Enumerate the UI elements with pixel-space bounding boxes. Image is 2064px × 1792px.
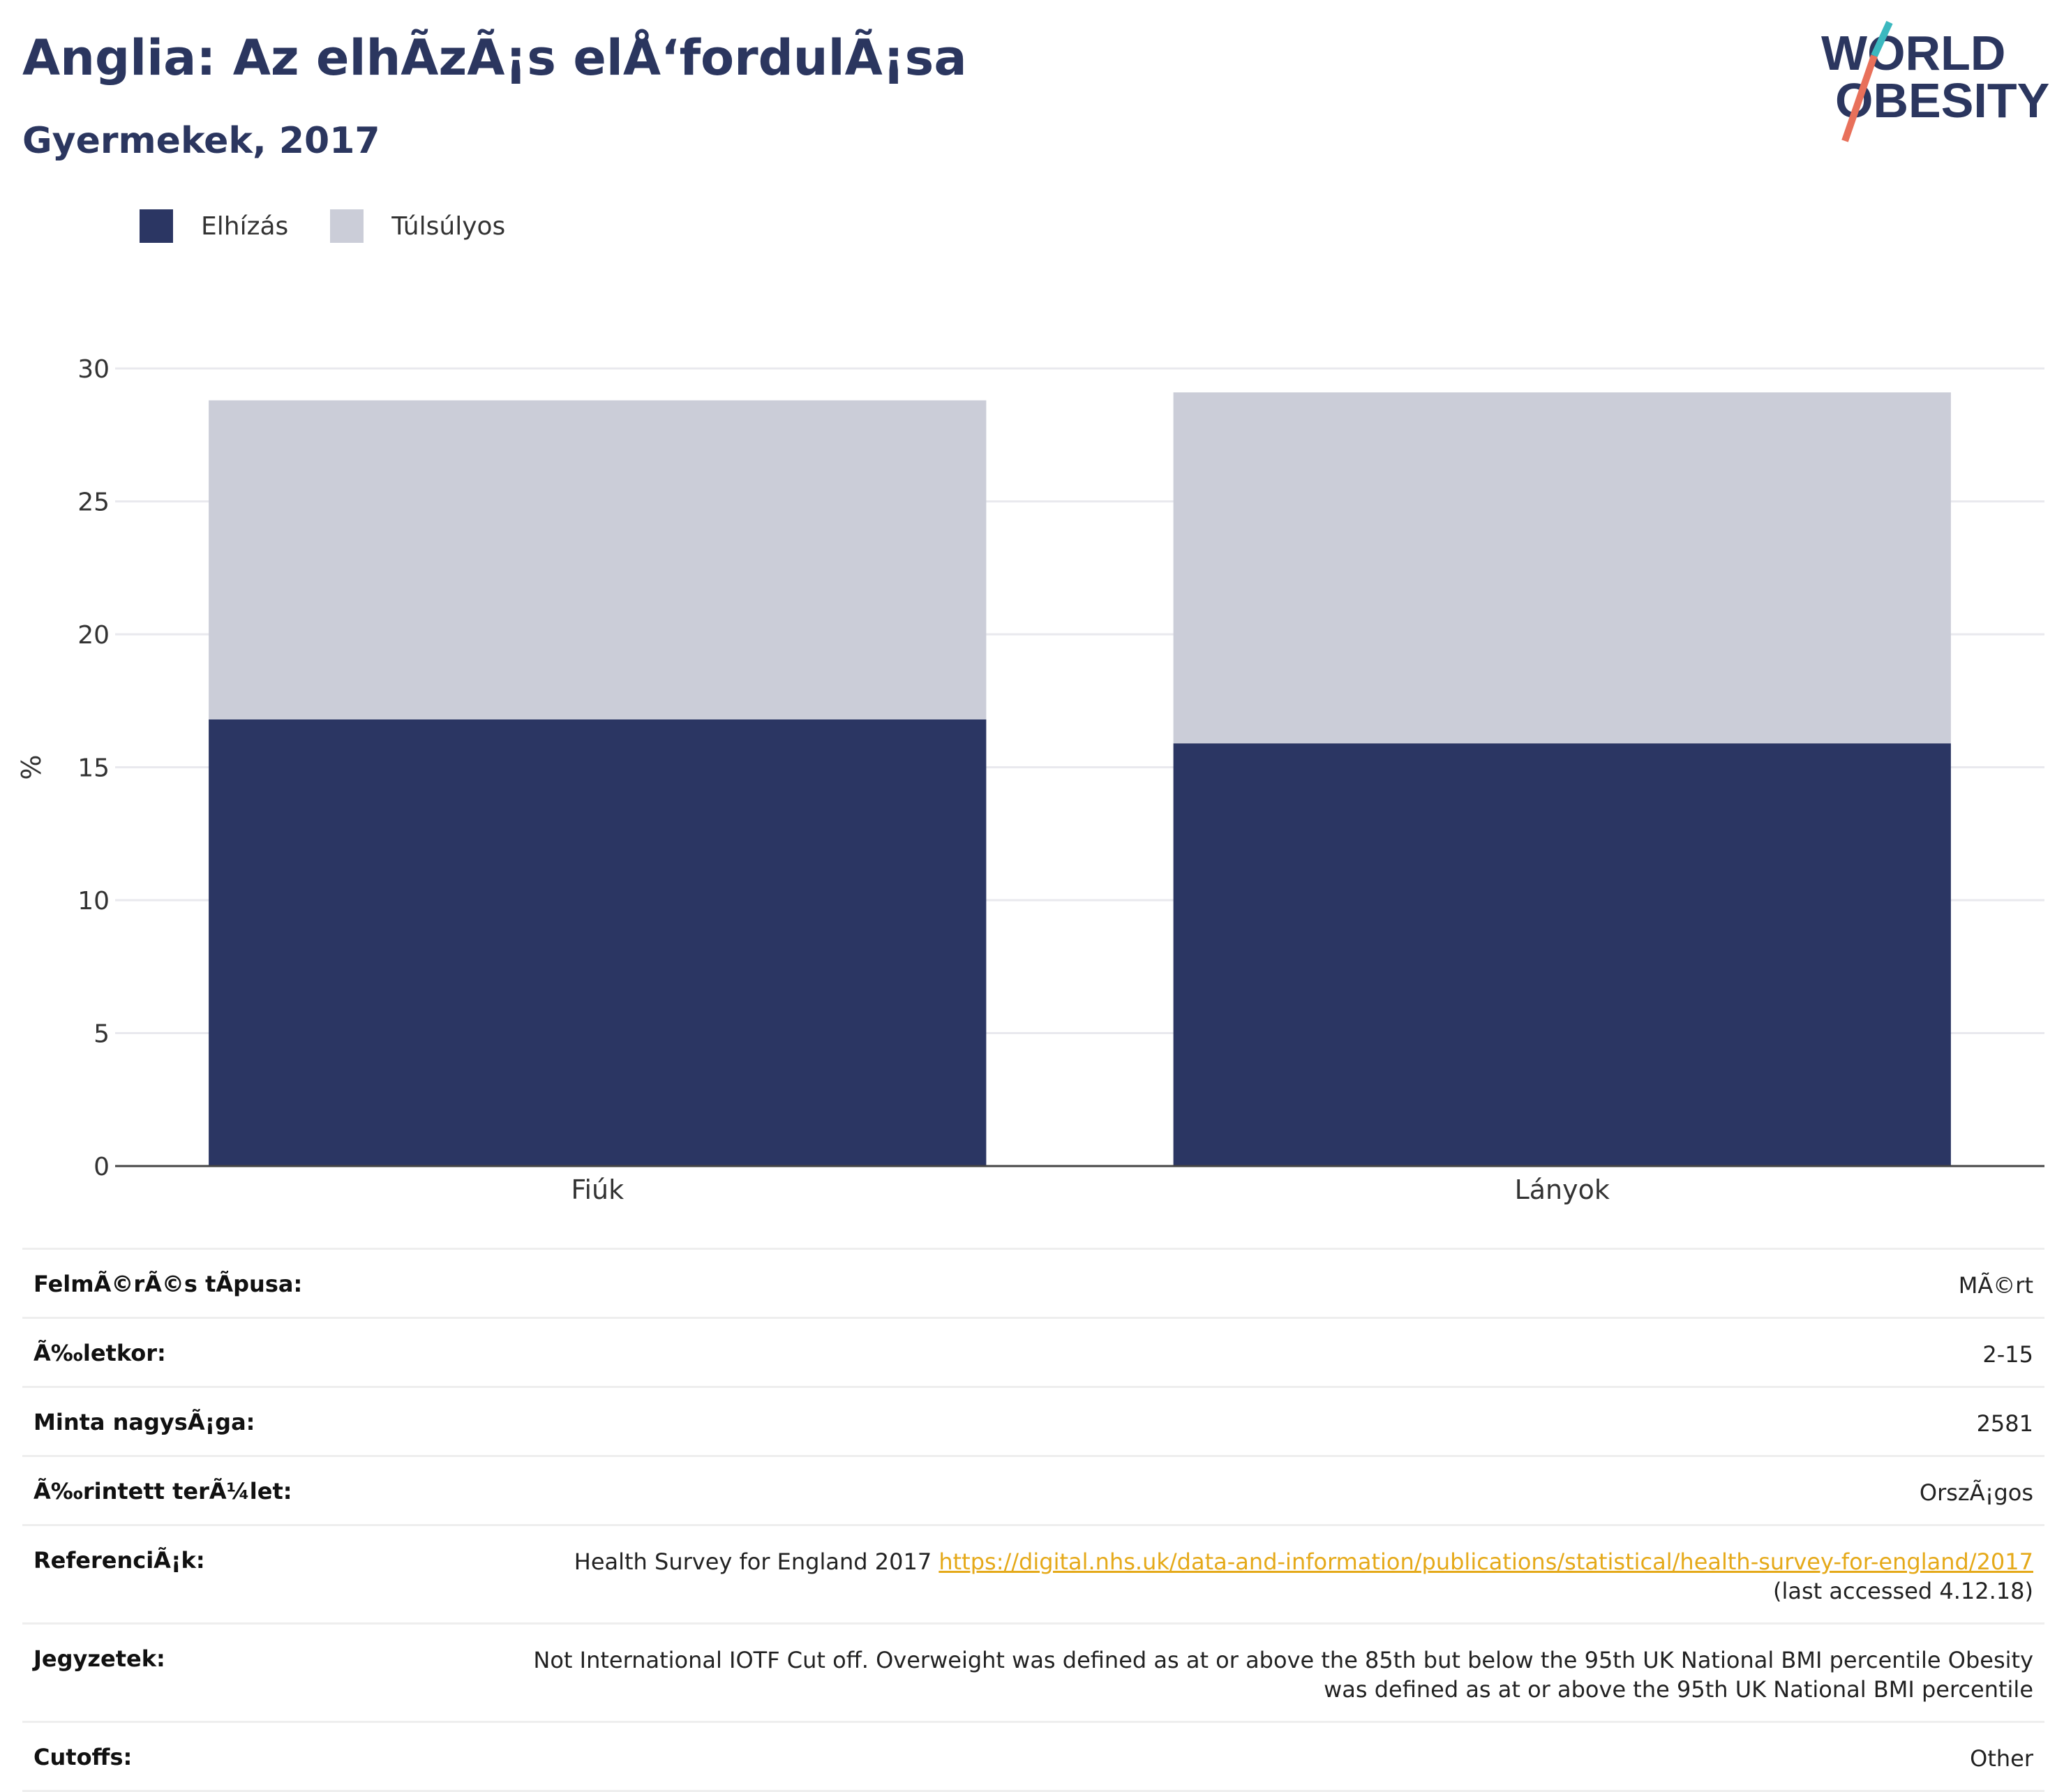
info-row-notes: Jegyzetek: Not International IOTF Cut of… <box>22 1622 2044 1721</box>
y-tick-label-5: 5 <box>94 1020 110 1049</box>
notes-line-1: Not International IOTF Cut off. Overweig… <box>533 1647 2033 1673</box>
bar-Fiúk-Túlsúlyos <box>209 400 987 719</box>
info-value-references: Health Survey for England 2017 https://d… <box>574 1547 2033 1606</box>
info-row-area: Ã‰rintett terÃ¼let: OrszÃ¡gos <box>22 1455 2044 1524</box>
logo-slash-teal <box>1871 21 1893 58</box>
legend-label-obesity: Elhízás <box>201 211 289 241</box>
info-value-survey-type: MÃ©rt <box>1958 1272 2033 1299</box>
logo-word-obesity: OBESITY <box>1835 73 2049 128</box>
x-tick-label-Fiúk: Fiúk <box>571 1174 624 1205</box>
info-value-cutoffs: Other <box>1970 1745 2033 1772</box>
info-row-survey-type: FelmÃ©rÃ©s tÃpusa: MÃ©rt <box>22 1248 2044 1317</box>
info-value-notes: Not International IOTF Cut off. Overweig… <box>533 1645 2033 1704</box>
reference-link[interactable]: https://digital.nhs.uk/data-and-informat… <box>938 1548 2033 1575</box>
chart-legend: Elhízás Túlsúlyos <box>140 207 547 246</box>
y-tick-label-10: 10 <box>77 887 110 916</box>
legend-swatch-obesity <box>140 209 173 243</box>
info-label-survey-type: FelmÃ©rÃ©s tÃpusa: <box>33 1271 303 1297</box>
legend-label-overweight: Túlsúlyos <box>391 211 506 241</box>
info-label-area: Ã‰rintett terÃ¼let: <box>33 1478 292 1504</box>
bar-Lányok-Túlsúlyos <box>1173 392 1951 744</box>
info-label-sample-size: Minta nagysÃ¡ga: <box>33 1409 255 1435</box>
y-tick-label-15: 15 <box>77 754 110 783</box>
info-label-cutoffs: Cutoffs: <box>33 1744 133 1770</box>
info-row-references: ReferenciÃ¡k: Health Survey for England … <box>22 1524 2044 1622</box>
x-tick-label-Lányok: Lányok <box>1515 1174 1610 1205</box>
info-value-area: OrszÃ¡gos <box>1919 1479 2033 1506</box>
reference-accessed: (last accessed 4.12.18) <box>1773 1578 2033 1604</box>
info-row-sample-size: Minta nagysÃ¡ga: 2581 <box>22 1386 2044 1455</box>
info-row-cutoffs: Cutoffs: Other <box>22 1721 2044 1792</box>
bar-Fiúk-Elhízás <box>209 719 987 1166</box>
info-label-age: Ã‰letkor: <box>33 1340 166 1366</box>
logo-word-world: WORLD <box>1821 26 2005 80</box>
info-label-references: ReferenciÃ¡k: <box>33 1547 205 1574</box>
logo-slash-coral <box>1841 54 1878 142</box>
world-obesity-logo: WORLD OBESITY <box>1821 21 2049 142</box>
legend-item-obesity[interactable]: Elhízás <box>140 209 288 243</box>
info-value-sample-size: 2581 <box>1976 1410 2033 1437</box>
info-value-age: 2-15 <box>1982 1341 2033 1368</box>
notes-line-2: was defined as at or above the 95th UK N… <box>1324 1676 2033 1703</box>
chart-subtitle: Gyermekek, 2017 <box>22 120 380 162</box>
y-axis-label: % <box>16 754 47 779</box>
stacked-bar-chart: 0 5 10 15 20 25 30 Fiúk Lányok% <box>16 355 2044 1205</box>
y-tick-label-30: 30 <box>77 355 110 384</box>
y-tick-label-20: 20 <box>77 621 110 650</box>
legend-item-overweight[interactable]: Túlsúlyos <box>330 209 505 243</box>
info-label-notes: Jegyzetek: <box>33 1645 165 1672</box>
y-tick-label-0: 0 <box>94 1153 110 1181</box>
legend-swatch-overweight <box>330 209 364 243</box>
chart-title: Anglia: Az elhÃzÃ¡s elÅ‘fordulÃ¡sa <box>22 29 967 87</box>
bar-Lányok-Elhízás <box>1173 743 1951 1166</box>
reference-text: Health Survey for England 2017 <box>574 1548 932 1575</box>
y-tick-label-25: 25 <box>77 488 110 517</box>
survey-info-table: FelmÃ©rÃ©s tÃpusa: MÃ©rt Ã‰letkor: 2-15 … <box>22 1248 2044 1792</box>
info-row-age: Ã‰letkor: 2-15 <box>22 1317 2044 1386</box>
